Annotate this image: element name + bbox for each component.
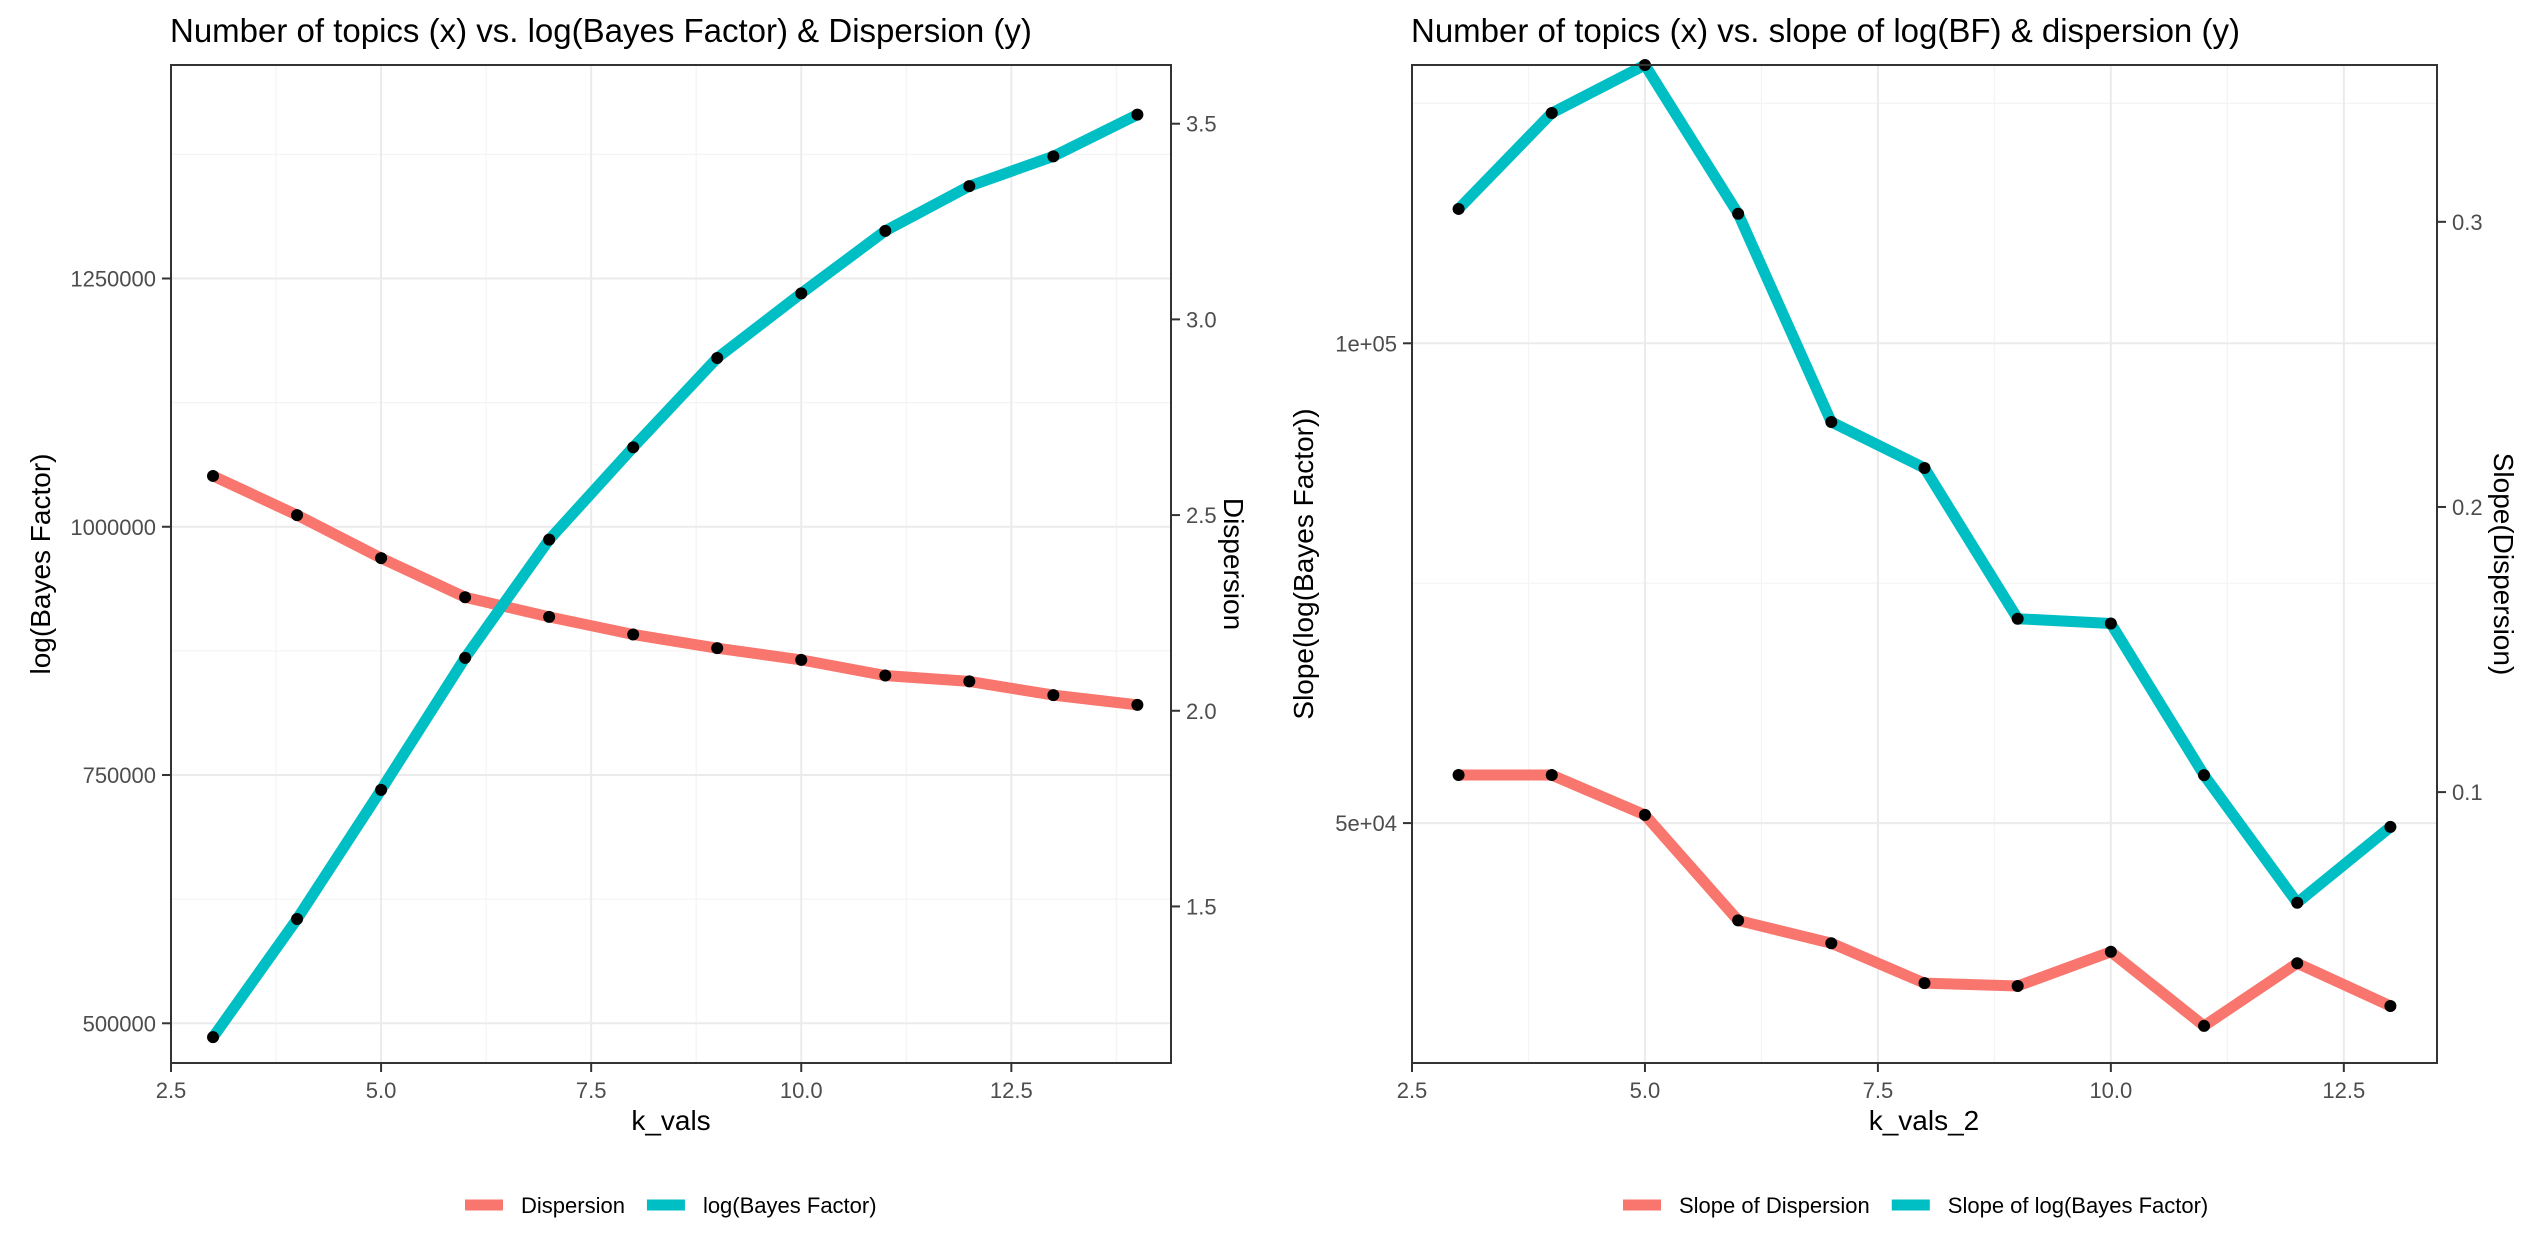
chart-left-panel-background bbox=[171, 65, 1171, 1063]
chart-left-series-0-point bbox=[711, 642, 724, 655]
x-tick-label: 5.0 bbox=[366, 1078, 397, 1103]
chart-left-series-0-point bbox=[963, 675, 976, 688]
chart-left-series-1-point bbox=[291, 913, 304, 926]
chart-right-ticks: 2.5 5.0 7.5 10.0 12.5 5e+04 1e+05 0.1 0.2 0.3 bbox=[1335, 210, 2482, 1103]
chart-right-series-0-point bbox=[2104, 945, 2117, 958]
chart-right-series-0-point bbox=[1545, 769, 1558, 782]
chart-left-series-0-point bbox=[1047, 689, 1060, 702]
chart-right-panel-background bbox=[1412, 65, 2437, 1063]
chart-left-series-line-1 bbox=[208, 109, 1140, 1041]
chart-right-series-0-point bbox=[1918, 977, 1931, 990]
y2-tick-label: 2.0 bbox=[1186, 699, 1217, 724]
chart-left-ticks: 2.5 5.0 7.5 10.0 12.5 500000 750000 1000000 1250… bbox=[70, 112, 1216, 1103]
chart-left-title: Number of topics (x) vs. log(Bayes Facto… bbox=[170, 12, 1032, 49]
chart-left-series-1-point bbox=[711, 351, 724, 364]
y2-tick-label: 3.5 bbox=[1186, 112, 1217, 137]
chart-right-panel-border bbox=[1411, 64, 2438, 1064]
chart-left-series-0-point bbox=[375, 552, 388, 565]
y2-tick-label: 1.5 bbox=[1186, 894, 1217, 919]
chart-left-series-0-point bbox=[1131, 698, 1144, 711]
x-tick-label: 2.5 bbox=[156, 1078, 187, 1103]
chart-left-series-1-point bbox=[543, 533, 556, 546]
y2-tick-label: 0.1 bbox=[2452, 780, 2483, 805]
chart-right-series-0-point bbox=[2011, 980, 2024, 993]
chart-right-legend-label-0: Slope of Dispersion bbox=[1679, 1193, 1870, 1218]
chart-left: Number of topics (x) vs. log(Bayes Facto… bbox=[25, 12, 1249, 1218]
y-tick-label: 750000 bbox=[83, 763, 156, 788]
chart-left-series-0-point bbox=[543, 610, 556, 623]
x-tick-label: 2.5 bbox=[1397, 1078, 1428, 1103]
x-tick-label: 7.5 bbox=[576, 1078, 607, 1103]
chart-right-series-1-point bbox=[1545, 106, 1558, 119]
chart-left-series-0-point bbox=[291, 509, 304, 522]
chart-left-series-1-point bbox=[627, 441, 640, 454]
y-tick-label: 500000 bbox=[83, 1011, 156, 1036]
chart-right-x-axis-title: k_vals_2 bbox=[1869, 1105, 1980, 1136]
chart-right-series-1-point bbox=[2384, 820, 2397, 833]
y-tick-label: 5e+04 bbox=[1335, 811, 1397, 836]
chart-right-y2-axis-title: Slope(Dispersion) bbox=[2488, 453, 2519, 676]
chart-right-series-1-point bbox=[2104, 617, 2117, 630]
y-tick-label: 1000000 bbox=[70, 515, 156, 540]
chart-left-series-1-point bbox=[375, 783, 388, 796]
chart-left-series-line-0 bbox=[210, 470, 1139, 711]
chart-right-series-0-point bbox=[1732, 914, 1745, 927]
chart-right-series-1-point bbox=[2198, 769, 2211, 782]
chart-left-legend-label-0: Dispersion bbox=[521, 1193, 625, 1218]
chart-left-series-0-point bbox=[627, 628, 640, 641]
x-tick-label: 5.0 bbox=[1630, 1078, 1661, 1103]
chart-right-series-1-point bbox=[2011, 612, 2024, 625]
chart-right-grid bbox=[1411, 65, 2437, 1063]
chart-right-legend: Slope of Dispersion Slope of log(Bayes Fa… bbox=[1623, 1193, 2208, 1218]
x-tick-label: 12.5 bbox=[2322, 1078, 2365, 1103]
chart-right: Number of topics (x) vs. slope of log(BF… bbox=[1288, 12, 2519, 1218]
x-tick-label: 10.0 bbox=[2089, 1078, 2132, 1103]
chart-right-legend-label-1: Slope of log(Bayes Factor) bbox=[1948, 1193, 2208, 1218]
x-tick-label: 12.5 bbox=[990, 1078, 1033, 1103]
chart-right-series bbox=[1452, 59, 2397, 1032]
chart-right-series-1-point bbox=[1452, 202, 1465, 215]
chart-right-series-0-point bbox=[2198, 1019, 2211, 1032]
y2-tick-label: 3.0 bbox=[1186, 307, 1217, 332]
x-tick-label: 7.5 bbox=[1863, 1078, 1894, 1103]
chart-right-series-0-point bbox=[1452, 769, 1465, 782]
chart-right-series-1-point bbox=[1732, 207, 1745, 220]
y-tick-label: 1250000 bbox=[70, 267, 156, 292]
chart-left-series-1-point bbox=[1047, 150, 1060, 163]
chart-left-legend: Dispersion log(Bayes Factor) bbox=[465, 1193, 877, 1218]
chart-right-series-1-point bbox=[1825, 415, 1838, 428]
chart-left-series-0-point bbox=[795, 653, 808, 666]
chart-left-series-1-point bbox=[963, 180, 976, 193]
chart-right-series-0-point bbox=[2291, 957, 2304, 970]
chart-left-series-1-point bbox=[795, 287, 808, 300]
chart-left-series-1-point bbox=[1131, 108, 1144, 121]
chart-left-series-0-point bbox=[879, 669, 892, 682]
chart-left-series-1-point bbox=[207, 1031, 220, 1044]
chart-left-series-0-point bbox=[459, 591, 472, 604]
chart-left-series-1-point bbox=[459, 651, 472, 664]
chart-right-series-1-point bbox=[1918, 462, 1931, 475]
chart-left-legend-label-1: log(Bayes Factor) bbox=[703, 1193, 877, 1218]
chart-right-series-0-point bbox=[1638, 808, 1651, 821]
chart-left-panel-border bbox=[170, 64, 1172, 1064]
chart-right-y-axis-title: Slope(log(Bayes Factor)) bbox=[1288, 408, 1319, 719]
chart-right-series-0-point bbox=[1825, 937, 1838, 950]
chart-right-series-1-point bbox=[2291, 896, 2304, 909]
chart-left-series-1-point bbox=[879, 224, 892, 237]
y2-tick-label: 0.3 bbox=[2452, 210, 2483, 235]
chart-left-series bbox=[207, 108, 1144, 1044]
y2-tick-label: 0.2 bbox=[2452, 495, 2483, 520]
x-tick-label: 10.0 bbox=[780, 1078, 823, 1103]
y2-tick-label: 2.5 bbox=[1186, 503, 1217, 528]
chart-left-y-axis-title: log(Bayes Factor) bbox=[25, 454, 56, 675]
chart-right-series-0-point bbox=[2384, 999, 2397, 1012]
chart-left-y2-axis-title: Dispersion bbox=[1218, 498, 1249, 630]
chart-left-x-axis-title: k_vals bbox=[631, 1105, 710, 1136]
chart-left-grid bbox=[170, 65, 1171, 1063]
chart-right-title: Number of topics (x) vs. slope of log(BF… bbox=[1411, 12, 2240, 49]
chart-left-series-0-point bbox=[207, 469, 220, 482]
y-tick-label: 1e+05 bbox=[1335, 331, 1397, 356]
